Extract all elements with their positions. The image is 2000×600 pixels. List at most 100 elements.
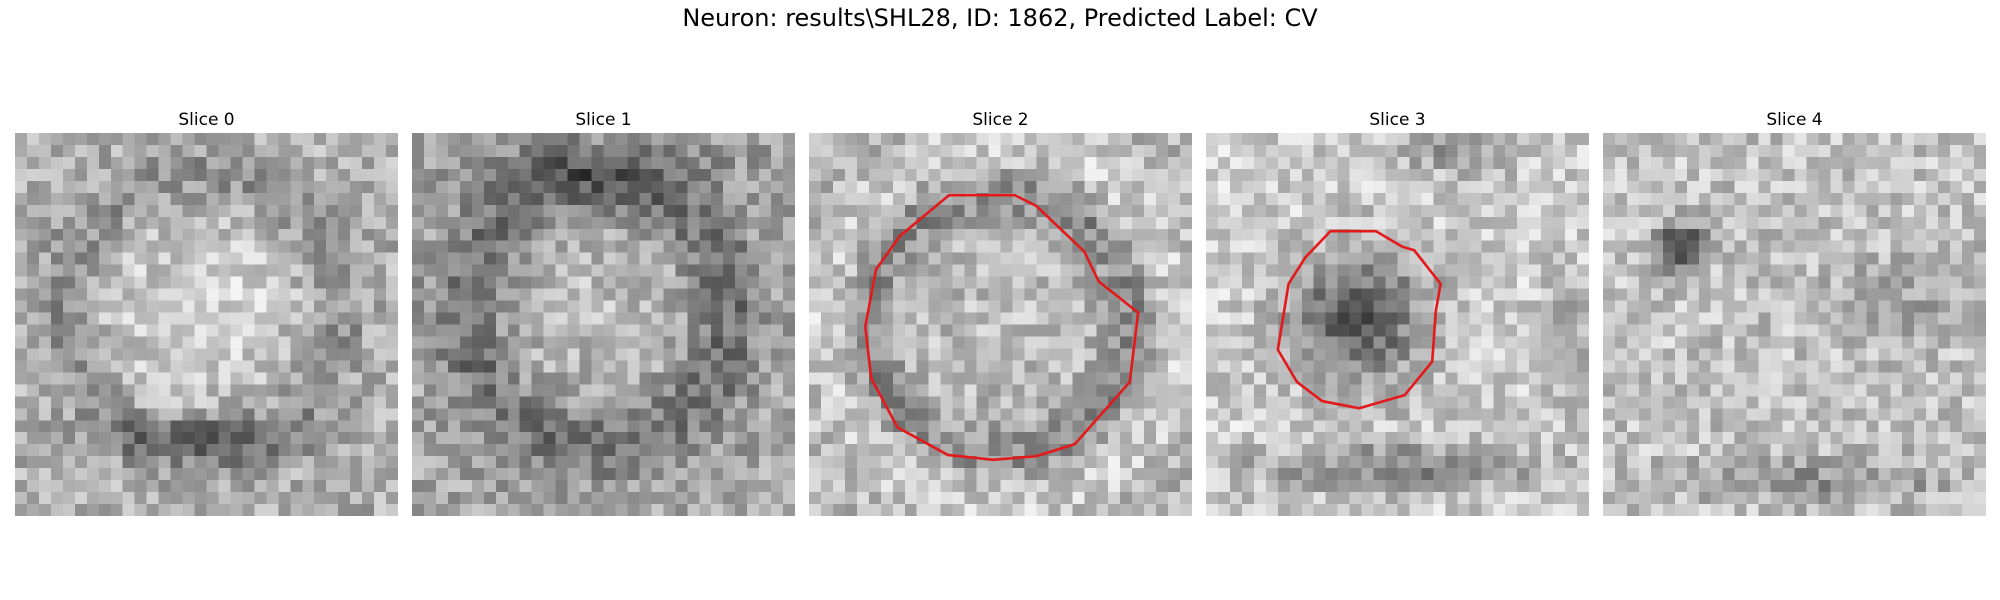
slice-pixel <box>122 336 135 349</box>
slice-pixel <box>531 228 544 241</box>
slice-pixel <box>856 276 870 289</box>
slice-pixel <box>483 216 497 229</box>
slice-pixel <box>1108 420 1121 433</box>
slice-pixel <box>1878 360 1891 373</box>
slice-pixel <box>1445 228 1458 241</box>
slice-pixel <box>1156 384 1169 397</box>
slice-pixel <box>1132 456 1145 469</box>
slice-pixel <box>723 396 736 409</box>
slice-pixel <box>38 444 52 457</box>
slice-pixel <box>904 252 917 265</box>
slice-pixel <box>868 444 882 457</box>
slice-pixel <box>809 456 822 469</box>
slice-pixel <box>495 504 508 516</box>
slice-pixel <box>832 372 846 385</box>
slice-pixel <box>1168 168 1181 182</box>
slice-pixel <box>1241 324 1255 337</box>
slice-pixel <box>1686 144 1699 158</box>
slice-pixel <box>735 216 748 229</box>
slice-pixel <box>1950 444 1963 457</box>
slice-pixel <box>1457 396 1470 409</box>
slice-pixel <box>278 360 291 373</box>
slice-pixel <box>603 264 616 277</box>
slice-pixel <box>447 204 461 218</box>
slice-pixel <box>242 444 255 457</box>
slice-pixel <box>1577 216 1589 229</box>
slice-pixel <box>1481 240 1494 253</box>
slice-pixel <box>412 192 425 206</box>
slice-pixel <box>1409 336 1422 349</box>
slice-pixel <box>110 396 123 409</box>
slice-pixel <box>495 312 508 325</box>
slice-pixel <box>134 156 147 170</box>
slice-pixel <box>314 432 327 445</box>
slice-pixel <box>1120 420 1133 433</box>
slice-pixel <box>1084 312 1097 325</box>
slice-pixel <box>1349 288 1362 301</box>
slice-pixel <box>1096 240 1109 253</box>
slice-pixel <box>1505 228 1518 241</box>
slice-pixel <box>952 216 965 229</box>
slice-pixel <box>916 168 929 182</box>
slice-pixel <box>483 468 497 481</box>
slice-pixel <box>1614 336 1628 349</box>
slice-pixel <box>266 324 279 337</box>
slice-pixel <box>1301 133 1314 146</box>
slice-pixel <box>771 300 784 313</box>
slice-pixel <box>1373 192 1386 206</box>
slice-pixel <box>1180 480 1192 493</box>
slice-pixel <box>711 408 724 421</box>
slice-pixel <box>1048 156 1061 170</box>
slice-pixel <box>868 504 882 516</box>
slice-pixel <box>314 504 327 516</box>
slice-pixel <box>1842 133 1855 146</box>
slice-pixel <box>1337 444 1350 457</box>
slice-pixel <box>1950 384 1963 397</box>
slice-pixel <box>170 216 183 229</box>
slice-pixel <box>146 324 159 337</box>
slice-pixel <box>1072 372 1085 385</box>
slice-pixel <box>194 420 207 433</box>
slice-pixel <box>1229 336 1243 349</box>
slice-pixel <box>675 192 688 206</box>
slice-pixel <box>1902 312 1915 325</box>
slice-pixel <box>1385 156 1398 170</box>
slice-pixel <box>916 348 929 361</box>
slice-pixel <box>1060 133 1073 146</box>
slice-pixel <box>326 300 339 313</box>
slice-pixel <box>362 384 375 397</box>
slice-pixel <box>386 156 398 170</box>
slice-pixel <box>687 276 700 289</box>
slice-pixel <box>1830 144 1843 158</box>
slice-pixel <box>627 504 640 516</box>
slice-pixel <box>26 228 40 241</box>
slice-pixel <box>1469 432 1482 445</box>
slice-pixel <box>940 324 953 337</box>
slice-pixel <box>122 156 135 170</box>
slice-pixel <box>1217 432 1231 445</box>
slice-pixel <box>1024 180 1037 194</box>
slice-pixel <box>735 204 748 218</box>
slice-pixel <box>1180 252 1192 265</box>
slice-pixel <box>1265 180 1279 194</box>
slice-pixel <box>507 456 520 469</box>
slice-pixel <box>1818 216 1831 229</box>
slice-pixel <box>1277 216 1291 229</box>
slice-pixel <box>1241 252 1255 265</box>
slice-pixel <box>447 324 461 337</box>
slice-pixel <box>1241 312 1255 325</box>
slice-pixel <box>940 156 953 170</box>
slice-pixel <box>1626 228 1640 241</box>
slice-pixel <box>1325 444 1338 457</box>
slice-pixel <box>374 408 387 421</box>
slice-pixel <box>820 288 834 301</box>
slice-pixel <box>326 216 339 229</box>
slice-pixel <box>1878 156 1891 170</box>
slice-pixel <box>567 300 580 313</box>
slice-pixel <box>1445 300 1458 313</box>
slice-pixel <box>1974 144 1986 158</box>
slice-pixel <box>338 168 351 182</box>
slice-pixel <box>1180 240 1192 253</box>
slice-pixel <box>1710 156 1723 170</box>
slice-pixel <box>543 504 556 516</box>
